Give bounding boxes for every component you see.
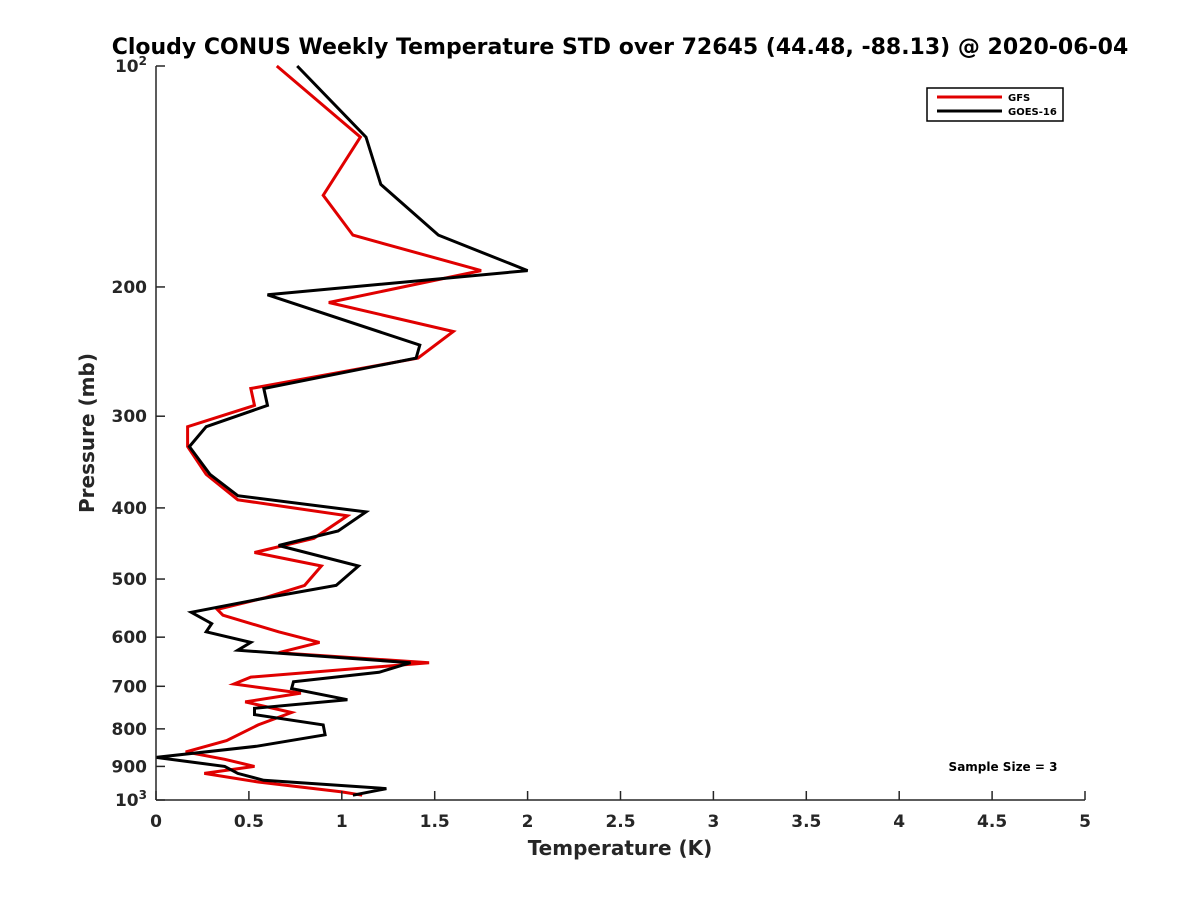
x-tick-label: 4.5 <box>977 812 1007 832</box>
y-tick-label: 500 <box>112 570 148 590</box>
legend-label-goes-16: GOES-16 <box>1008 107 1057 118</box>
legend: GFS GOES-16 <box>926 87 1064 122</box>
x-tick-label: 1.5 <box>420 812 450 832</box>
y-tick-label: 600 <box>112 628 148 648</box>
y-axis-label: Pressure (mb) <box>75 353 99 513</box>
x-tick-label: 5 <box>1079 812 1091 832</box>
series-line-goes-16 <box>155 64 529 797</box>
x-tick-label: 1 <box>336 812 348 832</box>
y-tick-label: 800 <box>112 720 148 740</box>
x-tick-label: 0.5 <box>234 812 264 832</box>
y-tick-label: 300 <box>112 407 148 427</box>
legend-label-gfs: GFS <box>1008 93 1030 104</box>
x-tick-label: 2.5 <box>605 812 635 832</box>
x-tick-label: 3.5 <box>791 812 821 832</box>
y-tick-label: 900 <box>112 757 148 777</box>
legend-box <box>926 87 1064 122</box>
y-tick-label: 102 <box>115 54 147 77</box>
y-tick-label: 700 <box>112 677 148 697</box>
x-tick-label: 3 <box>707 812 719 832</box>
y-tick-label: 103 <box>115 788 147 811</box>
y-tick-label: 400 <box>112 499 148 519</box>
series-line-gfs <box>185 64 482 797</box>
x-tick-label: 0 <box>150 812 162 832</box>
y-tick-label: 200 <box>112 278 148 298</box>
x-tick-label: 2 <box>522 812 534 832</box>
chart-title: Cloudy CONUS Weekly Temperature STD over… <box>112 35 1129 60</box>
x-tick-label: 4 <box>893 812 905 832</box>
x-axis-label: Temperature (K) <box>528 836 713 860</box>
sample-size-annotation: Sample Size = 3 <box>949 760 1058 774</box>
